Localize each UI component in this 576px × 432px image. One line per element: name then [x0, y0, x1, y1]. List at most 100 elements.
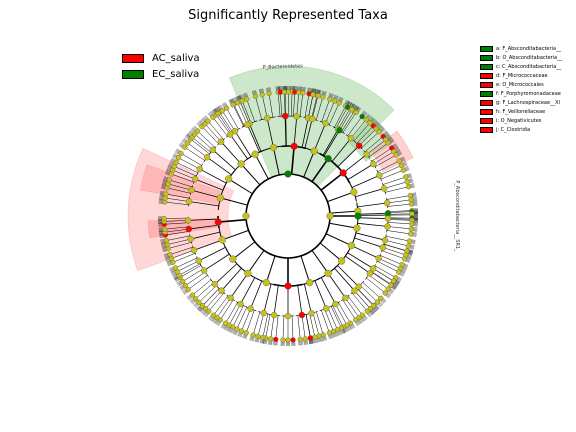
taxon-node [409, 211, 415, 217]
taxon-node [281, 112, 289, 120]
taxon-node [326, 330, 332, 336]
branch [387, 218, 412, 220]
branch [255, 96, 262, 120]
taxon-node [224, 105, 230, 111]
branch [171, 249, 195, 259]
taxon-node [239, 98, 245, 104]
taxon-node [166, 177, 172, 183]
branch [202, 288, 220, 306]
taxon-node [400, 167, 406, 173]
branch [356, 288, 374, 307]
taxon-node [384, 215, 392, 222]
taxon-node [374, 299, 380, 305]
taxon-node [163, 191, 169, 197]
branch [307, 94, 314, 119]
branch [381, 250, 405, 260]
branch [225, 302, 238, 324]
branch [180, 153, 202, 166]
taxon-node [244, 96, 250, 102]
branch [362, 282, 381, 299]
branch [167, 238, 191, 245]
taxon-node [408, 201, 415, 207]
branch [171, 173, 194, 183]
taxon-node [255, 333, 261, 339]
taxon-node [269, 143, 278, 152]
branch [257, 312, 265, 337]
taxon-node [238, 328, 245, 334]
taxon-node [230, 102, 236, 108]
branch [178, 157, 200, 170]
taxa-legend-item: i: O_Negativicutes [480, 116, 562, 125]
branch [327, 307, 338, 330]
taxon-node [324, 155, 332, 163]
branch [165, 228, 189, 233]
taxon-node [347, 135, 355, 142]
taxon-node [401, 256, 407, 262]
taxa-legend-label: d: F_Micrococcaceae [496, 72, 548, 79]
taxon-node [211, 280, 219, 288]
branch [380, 169, 404, 180]
branch [335, 107, 348, 129]
branch [172, 253, 196, 263]
taxa-legend-label: f: F_Porphyromonadaceae [496, 90, 561, 97]
branch [342, 299, 356, 321]
taxa-legend-item: e: O_Micrococcales [480, 80, 562, 89]
branch [329, 210, 358, 214]
taxa-legend-swatch [480, 81, 493, 88]
legend-item-ec: EC_saliva [122, 66, 200, 82]
branch [382, 176, 406, 185]
branch [315, 96, 324, 121]
taxon-node [173, 159, 179, 165]
branch [384, 239, 409, 247]
branch [272, 147, 280, 176]
taxon-node [307, 335, 313, 341]
taxon-node [172, 265, 179, 271]
branch [213, 295, 229, 316]
legend-label-ac: AC_saliva [152, 52, 200, 64]
branch [203, 253, 230, 271]
taxon-node [376, 129, 382, 135]
taxon-node [180, 278, 186, 285]
taxon-node [182, 144, 188, 150]
taxon-node [252, 93, 259, 99]
branch [382, 247, 406, 256]
branch [313, 123, 326, 152]
taxon-node [385, 140, 391, 146]
branch [262, 313, 269, 338]
taxon-node [285, 89, 292, 95]
branch [364, 136, 384, 153]
taxon-node [185, 286, 191, 293]
branch [241, 308, 251, 332]
clade-highlights [127, 65, 414, 272]
branch [240, 163, 261, 186]
branch [357, 212, 388, 215]
branch [355, 232, 386, 241]
branch [205, 290, 222, 309]
branch [236, 307, 248, 330]
branch [266, 118, 274, 148]
branch [293, 116, 298, 147]
taxon-node [216, 194, 224, 202]
taxa-legend-swatch [480, 117, 493, 124]
branch [300, 255, 311, 283]
taxon-node [369, 265, 377, 272]
branch [222, 110, 236, 132]
branch [164, 201, 189, 206]
taxon-node [199, 303, 206, 309]
taxon-node [405, 184, 412, 190]
branch [373, 268, 394, 282]
taxon-node [315, 93, 321, 99]
branch [270, 314, 275, 339]
branch [265, 255, 276, 283]
taxon-node [408, 226, 414, 232]
taxon-node [381, 236, 389, 244]
branch [212, 149, 236, 171]
taxon-node [185, 140, 191, 146]
branch [217, 113, 232, 134]
branch [228, 303, 241, 326]
branch [311, 250, 329, 274]
taxon-node [384, 223, 391, 230]
taxa-legend-item: j: C_Clostridia [480, 125, 562, 134]
taxon-node [175, 155, 182, 161]
taxon-node [375, 255, 382, 262]
